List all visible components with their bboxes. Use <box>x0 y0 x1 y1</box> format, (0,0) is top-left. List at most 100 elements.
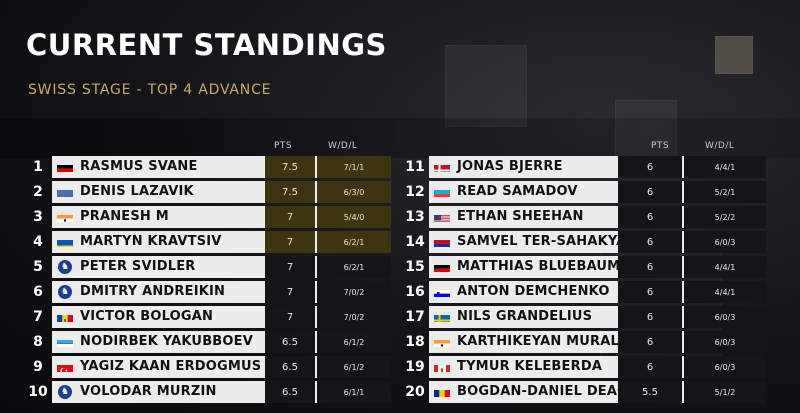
rank-number: 20 <box>405 384 425 400</box>
rank-number: 3 <box>33 209 43 225</box>
rank-number: 5 <box>33 259 43 275</box>
rank-number: 2 <box>33 184 43 200</box>
wdl-cell: 5/2/2 <box>684 206 766 228</box>
rank-number: 10 <box>28 384 48 400</box>
points-cell: 7 <box>265 256 315 278</box>
standings-row: 20 BOGDAN-DANIEL DEAC 5.5 5/1/2 <box>403 381 766 403</box>
standings-row: 14 SAMVEL TER-SAHAKYAN 6 6/0/3 <box>403 231 766 253</box>
wdl-cell: 6/2/1 <box>317 256 391 278</box>
points-cell: 5.5 <box>618 381 682 403</box>
player-name: MATTHIAS BLUEBAUM <box>457 259 621 274</box>
player-name: DENIS LAZAVIK <box>80 184 194 199</box>
sweden-flag-icon <box>434 311 450 322</box>
standings-row: 9 YAGIZ KAAN ERDOGMUS 6.5 6/1/2 <box>26 356 391 378</box>
points-cell: 7 <box>265 206 315 228</box>
player-name: NODIRBEK YAKUBBOEV <box>80 334 253 349</box>
player-name: KARTHIKEYAN MURALI <box>457 334 625 349</box>
points-cell: 6 <box>618 356 682 378</box>
rank-number: 12 <box>405 184 425 200</box>
points-cell: 6 <box>618 281 682 303</box>
wdl-cell: 6/1/1 <box>317 381 391 403</box>
points-cell: 6 <box>618 156 682 178</box>
india-flag-icon <box>57 211 73 222</box>
rank-number: 1 <box>33 159 43 175</box>
player-name: JONAS BJERRE <box>457 159 563 174</box>
wdl-cell: 4/4/1 <box>684 256 766 278</box>
wdl-cell: 4/4/1 <box>684 156 766 178</box>
standings-table-left: 1 RASMUS SVANE 7.5 7/1/1 2 DENIS LAZAVIK 7.5 6/… <box>26 156 391 406</box>
decor-square <box>445 45 527 127</box>
player-name: TYMUR KELEBERDA <box>457 359 603 374</box>
rank-number: 19 <box>405 359 425 375</box>
canada-flag-icon <box>434 361 450 372</box>
standings-row: 7 VICTOR BOLOGAN 7 7/0/2 <box>26 306 391 328</box>
decor-square <box>615 100 677 162</box>
rank-number: 13 <box>405 209 425 225</box>
standings-row: 1 RASMUS SVANE 7.5 7/1/1 <box>26 156 391 178</box>
rank-number: 16 <box>405 284 425 300</box>
armenia-flag-icon <box>434 236 450 247</box>
decor-square <box>715 36 753 74</box>
rank-number: 17 <box>405 309 425 325</box>
india-flag-icon <box>434 336 450 347</box>
points-cell: 6.5 <box>265 356 315 378</box>
standings-row: 8 NODIRBEK YAKUBBOEV 6.5 6/1/2 <box>26 331 391 353</box>
player-name: MARTYN KRAVTSIV <box>80 234 222 249</box>
wdl-cell: 6/2/1 <box>317 231 391 253</box>
fide-icon: ♞ <box>58 285 72 299</box>
wdl-cell: 7/0/2 <box>317 281 391 303</box>
pts-column-header-right: PTS <box>651 141 670 151</box>
points-cell: 7 <box>265 306 315 328</box>
rank-number: 7 <box>33 309 43 325</box>
points-cell: 6.5 <box>265 381 315 403</box>
standings-row: 19 TYMUR KELEBERDA 6 6/0/3 <box>403 356 766 378</box>
wdl-cell: 6/0/3 <box>684 231 766 253</box>
wdl-cell: 7/1/1 <box>317 156 391 178</box>
standings-row: 17 NILS GRANDELIUS 6 6/0/3 <box>403 306 766 328</box>
wdl-column-header-right: W/D/L <box>705 141 735 151</box>
denmark-flag-icon <box>434 161 450 172</box>
fide-blue-flag-icon <box>57 186 73 197</box>
page-subtitle: SWISS STAGE - TOP 4 ADVANCE <box>28 82 272 98</box>
page-title: CURRENT STANDINGS <box>26 28 387 62</box>
turkey-flag-icon <box>57 361 73 372</box>
player-name: RASMUS SVANE <box>80 159 198 174</box>
rank-number: 11 <box>405 159 425 175</box>
wdl-cell: 6/3/0 <box>317 181 391 203</box>
rank-number: 4 <box>33 234 43 250</box>
standings-row: 2 DENIS LAZAVIK 7.5 6/3/0 <box>26 181 391 203</box>
player-name: PETER SVIDLER <box>80 259 196 274</box>
player-name: SAMVEL TER-SAHAKYAN <box>457 234 638 249</box>
usa-flag-icon <box>434 211 450 222</box>
standings-row: 12 READ SAMADOV 6 5/2/1 <box>403 181 766 203</box>
germany-flag-icon <box>57 161 73 172</box>
standings-row: 4 MARTYN KRAVTSIV 7 6/2/1 <box>26 231 391 253</box>
wdl-cell: 6/1/2 <box>317 356 391 378</box>
standings-row: 3 PRANESH M 7 5/4/0 <box>26 206 391 228</box>
player-name: PRANESH M <box>80 209 169 224</box>
standings-row: 18 KARTHIKEYAN MURALI 6 6/0/3 <box>403 331 766 353</box>
points-cell: 7.5 <box>265 181 315 203</box>
wdl-cell: 6/0/3 <box>684 306 766 328</box>
player-name: BOGDAN-DANIEL DEAC <box>457 384 627 399</box>
wdl-cell: 6/0/3 <box>684 356 766 378</box>
wdl-cell: 5/1/2 <box>684 381 766 403</box>
points-cell: 6 <box>618 206 682 228</box>
standings-table-right: 11 JONAS BJERRE 6 4/4/1 12 READ SAMADOV 6 5/2/1… <box>403 156 766 406</box>
standings-row: 6 ♞ DMITRY ANDREIKIN 7 7/0/2 <box>26 281 391 303</box>
rank-number: 14 <box>405 234 425 250</box>
fide-icon: ♞ <box>58 385 72 399</box>
ukraine-flag-icon <box>57 236 73 247</box>
rank-number: 15 <box>405 259 425 275</box>
standings-row: 13 ETHAN SHEEHAN 6 5/2/2 <box>403 206 766 228</box>
standings-row: 15 MATTHIAS BLUEBAUM 6 4/4/1 <box>403 256 766 278</box>
points-cell: 6 <box>618 231 682 253</box>
slovenia-flag-icon <box>434 286 450 297</box>
wdl-cell: 5/4/0 <box>317 206 391 228</box>
points-cell: 6 <box>618 331 682 353</box>
standings-row: 11 JONAS BJERRE 6 4/4/1 <box>403 156 766 178</box>
pts-column-header-left: PTS <box>274 141 293 151</box>
player-name: DMITRY ANDREIKIN <box>80 284 226 299</box>
points-cell: 6 <box>618 181 682 203</box>
rank-number: 18 <box>405 334 425 350</box>
